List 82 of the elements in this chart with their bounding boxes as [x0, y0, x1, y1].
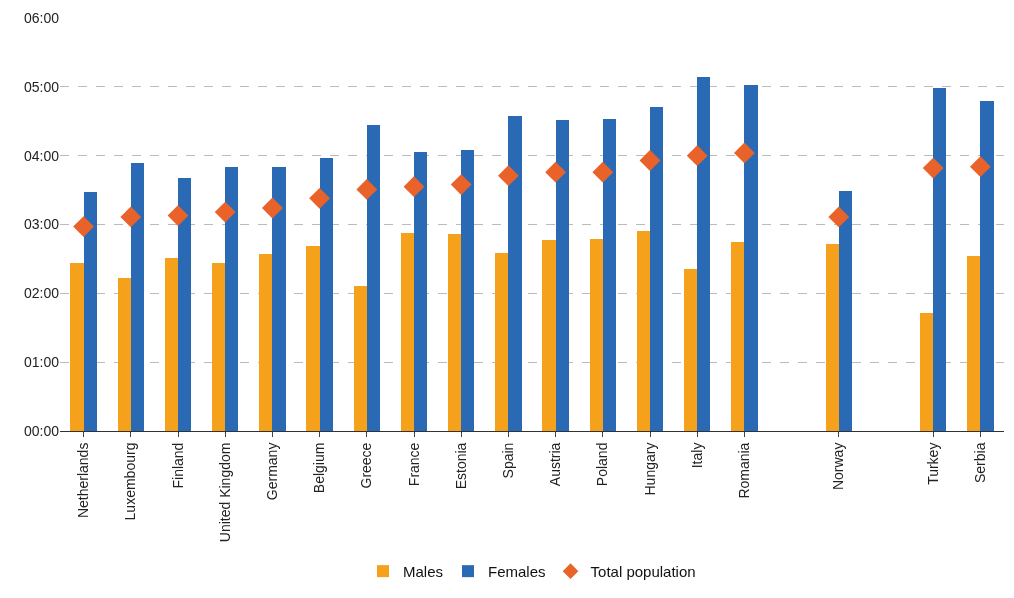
point — [356, 179, 378, 200]
y-tick-label: 01:00 — [23, 354, 60, 371]
bar — [542, 240, 556, 431]
bar — [306, 246, 320, 431]
x-tick-label: Finland — [169, 442, 186, 489]
bar — [933, 88, 946, 431]
bar — [131, 163, 144, 431]
x-tick-label: Belgium — [311, 442, 328, 494]
x-tick-label: Serbia — [971, 442, 988, 484]
legend-label: Males — [403, 563, 444, 580]
bar — [744, 85, 758, 431]
y-tick-label: 03:00 — [23, 216, 60, 233]
point — [73, 216, 94, 237]
bar — [320, 158, 333, 431]
bar — [731, 242, 744, 431]
point — [922, 157, 944, 179]
x-tick-label: Estonia — [452, 442, 469, 490]
bar — [401, 233, 414, 431]
bar — [637, 231, 650, 431]
bar — [590, 239, 603, 431]
bar — [980, 101, 994, 431]
point — [309, 187, 330, 209]
x-tick-label: Turkey — [924, 442, 941, 485]
x-tick-label: Poland — [594, 442, 611, 487]
x-tick-label: Luxembourg — [122, 442, 139, 521]
y-tick-label: 00:00 — [23, 422, 60, 439]
bar — [178, 178, 191, 431]
bar — [84, 192, 97, 431]
point — [120, 206, 142, 228]
point — [167, 205, 189, 226]
bar — [967, 256, 980, 431]
bar — [212, 263, 225, 431]
bar — [70, 263, 84, 431]
bar — [650, 107, 663, 431]
bar — [603, 119, 616, 431]
point — [828, 206, 850, 228]
bar — [354, 286, 367, 431]
x-tick-label: Norway — [830, 442, 847, 491]
bar — [684, 269, 697, 431]
point — [450, 174, 472, 195]
x-tick-label: Spain — [499, 442, 516, 479]
y-tick-label: 05:00 — [23, 78, 60, 95]
bar — [367, 125, 380, 431]
y-tick-label: 02:00 — [23, 285, 60, 302]
x-tick-label: France — [405, 442, 422, 487]
point — [214, 201, 236, 223]
y-tick-label: 04:00 — [23, 147, 60, 164]
x-tick-label: Romania — [735, 442, 752, 499]
point — [262, 197, 283, 219]
bar — [556, 120, 569, 431]
x-tick-label: Hungary — [641, 442, 658, 496]
bar — [508, 116, 522, 431]
y-tick-label: 06:00 — [23, 9, 60, 26]
point — [498, 165, 519, 187]
bar — [920, 313, 933, 431]
point — [734, 142, 755, 164]
bar — [697, 77, 710, 431]
point — [592, 161, 614, 183]
legend-label: Females — [488, 563, 546, 580]
bar — [414, 152, 427, 431]
point — [403, 176, 425, 198]
bar — [448, 234, 461, 431]
bar — [118, 278, 131, 431]
bar — [495, 253, 508, 431]
bar — [272, 167, 286, 431]
bar — [225, 167, 238, 431]
point — [545, 161, 566, 183]
bar — [461, 150, 474, 431]
point — [970, 156, 991, 178]
x-tick-label: Netherlands — [75, 442, 92, 519]
bar — [839, 191, 852, 431]
x-tick-label: Germany — [263, 442, 280, 501]
x-tick-label: United Kingdom — [216, 442, 233, 543]
bar — [259, 254, 272, 431]
x-tick-label: Italy — [688, 442, 705, 469]
x-tick-label: Austria — [547, 442, 564, 487]
x-tick-label: Greece — [358, 442, 375, 489]
legend-label: Total population — [590, 563, 696, 580]
bar — [826, 244, 839, 431]
point — [686, 145, 708, 167]
bar — [165, 258, 178, 431]
point — [639, 150, 661, 171]
